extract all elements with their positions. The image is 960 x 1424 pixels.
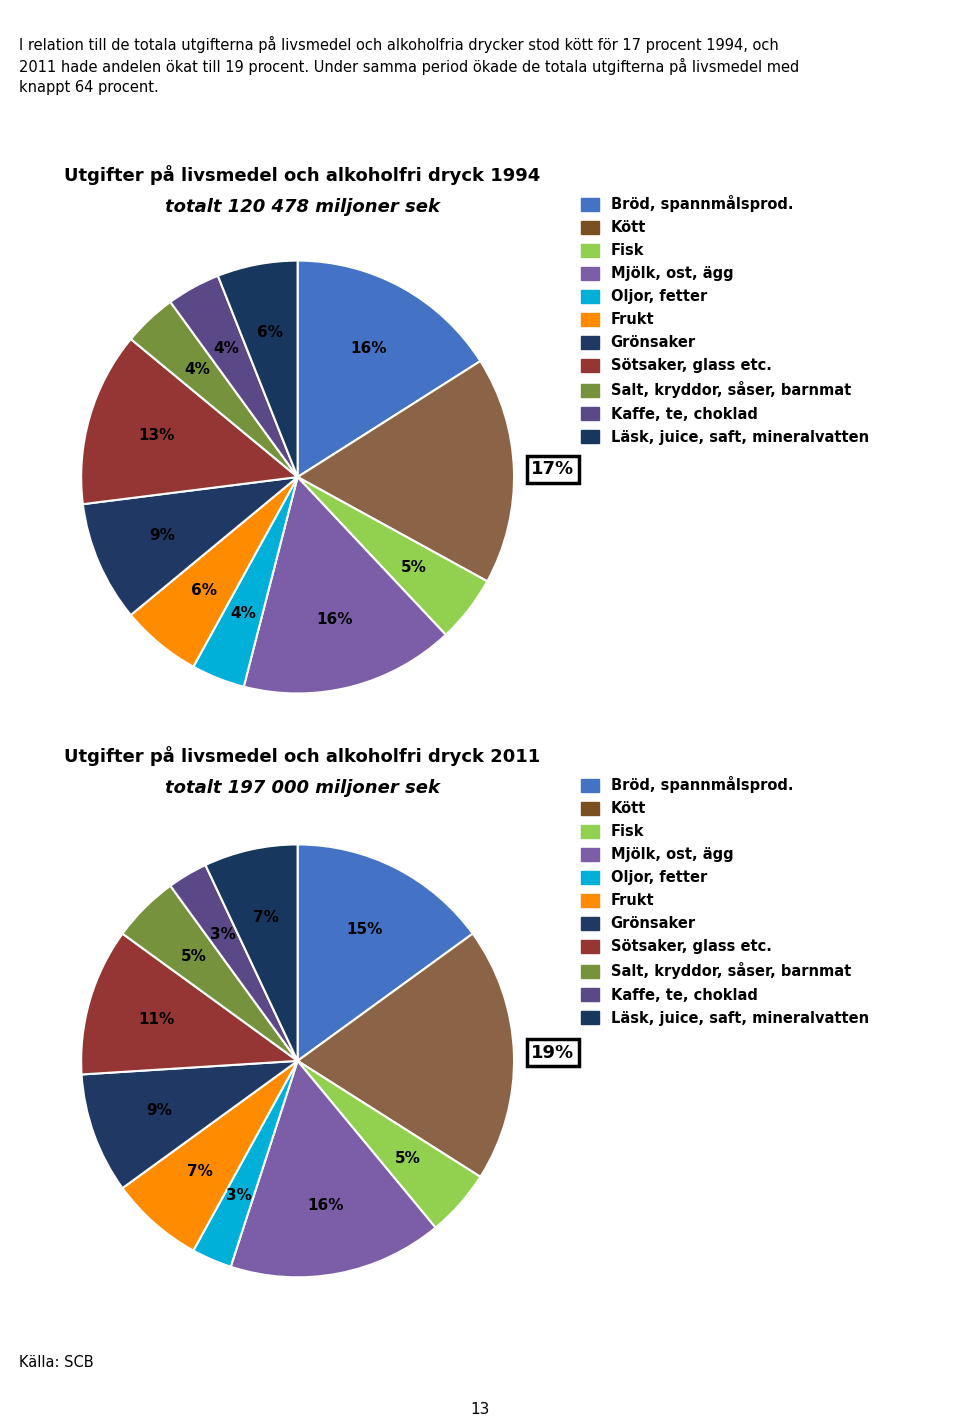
Wedge shape	[131, 302, 298, 477]
Text: 3%: 3%	[209, 927, 235, 941]
Wedge shape	[298, 844, 472, 1061]
Text: 16%: 16%	[307, 1198, 344, 1213]
Text: Utgifter på livsmedel och alkoholfri dryck 1994: Utgifter på livsmedel och alkoholfri dry…	[64, 165, 540, 185]
Text: 4%: 4%	[184, 362, 210, 377]
Text: 4%: 4%	[214, 340, 240, 356]
Text: 13%: 13%	[138, 429, 175, 443]
Wedge shape	[82, 339, 298, 504]
Wedge shape	[298, 362, 514, 581]
Wedge shape	[205, 844, 298, 1061]
Text: 5%: 5%	[396, 1151, 420, 1166]
Text: 17%: 17%	[531, 460, 574, 478]
Text: 6%: 6%	[191, 582, 217, 598]
Text: 7%: 7%	[252, 910, 278, 924]
Wedge shape	[123, 886, 298, 1061]
Text: 6%: 6%	[257, 325, 283, 340]
Legend: Bröd, spannmålsprod., Kött, Fisk, Mjölk, ost, ägg, Oljor, fetter, Frukt, Grönsak: Bröd, spannmålsprod., Kött, Fisk, Mjölk,…	[579, 192, 872, 447]
Text: I relation till de totala utgifterna på livsmedel och alkoholfria drycker stod k: I relation till de totala utgifterna på …	[19, 36, 800, 95]
Text: 4%: 4%	[230, 607, 256, 621]
Wedge shape	[170, 864, 298, 1061]
Wedge shape	[83, 477, 298, 615]
Wedge shape	[298, 1061, 480, 1227]
Text: 11%: 11%	[138, 1012, 175, 1027]
Text: 13: 13	[470, 1401, 490, 1417]
Text: 9%: 9%	[146, 1104, 172, 1118]
Text: 5%: 5%	[401, 560, 427, 575]
Wedge shape	[230, 1061, 436, 1277]
Wedge shape	[82, 934, 298, 1075]
Text: 3%: 3%	[227, 1189, 252, 1203]
Wedge shape	[170, 276, 298, 477]
Text: Källa: SCB: Källa: SCB	[19, 1354, 94, 1370]
Text: 7%: 7%	[187, 1163, 213, 1179]
Wedge shape	[123, 1061, 298, 1250]
Text: 5%: 5%	[180, 950, 206, 964]
Legend: Bröd, spannmålsprod., Kött, Fisk, Mjölk, ost, ägg, Oljor, fetter, Frukt, Grönsak: Bröd, spannmålsprod., Kött, Fisk, Mjölk,…	[579, 773, 872, 1028]
Wedge shape	[193, 477, 298, 686]
Wedge shape	[193, 1061, 298, 1267]
Wedge shape	[82, 1061, 298, 1188]
Wedge shape	[298, 261, 480, 477]
Text: 16%: 16%	[350, 340, 387, 356]
Text: 15%: 15%	[347, 923, 383, 937]
Text: 19%: 19%	[531, 1044, 574, 1062]
Text: Utgifter på livsmedel och alkoholfri dryck 2011: Utgifter på livsmedel och alkoholfri dry…	[64, 746, 540, 766]
Text: totalt 197 000 miljoner sek: totalt 197 000 miljoner sek	[165, 779, 440, 797]
Wedge shape	[298, 934, 514, 1176]
Wedge shape	[298, 477, 488, 635]
Wedge shape	[218, 261, 298, 477]
Wedge shape	[244, 477, 445, 693]
Text: 16%: 16%	[316, 612, 352, 627]
Text: 9%: 9%	[150, 528, 176, 543]
Text: totalt 120 478 miljoner sek: totalt 120 478 miljoner sek	[165, 198, 440, 216]
Wedge shape	[131, 477, 298, 666]
